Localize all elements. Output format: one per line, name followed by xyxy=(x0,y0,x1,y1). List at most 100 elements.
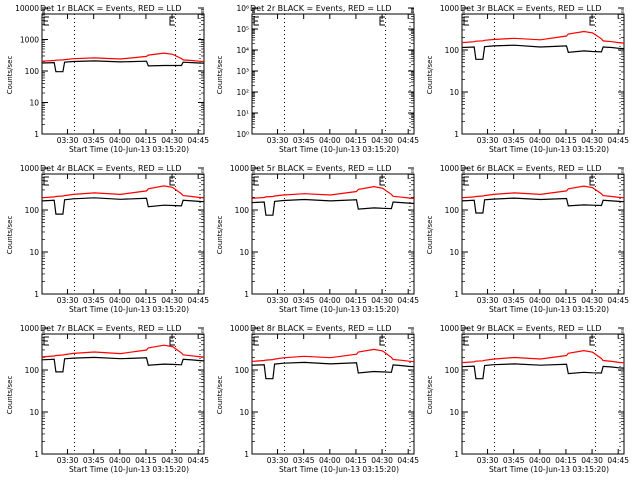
y-tick-label: 100 xyxy=(25,206,40,215)
x-tick-label: 03:30 xyxy=(267,456,289,465)
plot-frame xyxy=(251,333,415,455)
events-series-line xyxy=(461,363,625,380)
plot-frame xyxy=(41,173,205,295)
lld-series-line xyxy=(251,348,415,363)
events-series-line xyxy=(41,60,205,73)
y-tick-label: 1 xyxy=(454,290,459,299)
detector-panel: Det 8r BLACK = Events, RED = LLD 1 10 100 10… xyxy=(216,324,419,474)
lld-series-line xyxy=(461,30,625,44)
bracket-marker xyxy=(253,176,259,186)
x-tick-label: 04:30 xyxy=(161,136,183,145)
y-tick-label: 10⁰ xyxy=(236,130,249,139)
y-tick-label: 1 xyxy=(34,130,39,139)
x-axis-label: Start Time (10-Jun-13 03:15:20) xyxy=(489,465,609,474)
y-tick-label: 10000 xyxy=(15,4,39,13)
x-tick-label: 04:00 xyxy=(529,296,551,305)
bracket-marker xyxy=(169,176,175,186)
y-tick-label: 1000 xyxy=(440,164,459,173)
bracket-marker xyxy=(43,336,49,346)
x-tick-label: 04:30 xyxy=(371,456,393,465)
panel-title: Det 1r BLACK = Events, RED = LLD xyxy=(40,4,182,13)
x-tick-label: 04:15 xyxy=(135,296,157,305)
y-tick-label: 1 xyxy=(454,450,459,459)
lld-series-line xyxy=(41,52,205,63)
lld-series-line xyxy=(41,344,205,358)
x-tick-label: 03:30 xyxy=(57,296,79,305)
y-tick-label: 10³ xyxy=(236,67,249,76)
y-tick-label: 100 xyxy=(235,366,250,375)
y-tick-label: 10 xyxy=(29,99,39,108)
lld-series-line xyxy=(461,349,625,364)
x-tick-label: 03:30 xyxy=(57,456,79,465)
detector-panel: Det 1r BLACK = Events, RED = LLD 1 10 100 10… xyxy=(6,4,209,154)
x-tick-label: 04:30 xyxy=(161,296,183,305)
x-tick-label: 03:45 xyxy=(503,296,525,305)
x-tick-label: 04:00 xyxy=(529,136,551,145)
y-tick-label: 10 xyxy=(449,88,459,97)
detector-panel: Det 6r BLACK = Events, RED = LLD 1 10 100 10… xyxy=(426,164,629,314)
bracket-marker xyxy=(589,16,595,26)
bracket-marker xyxy=(379,16,385,26)
events-series-line xyxy=(461,44,625,60)
x-tick-label: 04:00 xyxy=(529,456,551,465)
y-axis-label: Counts/sec xyxy=(426,376,434,415)
x-axis-label: Start Time (10-Jun-13 03:15:20) xyxy=(279,465,399,474)
x-axis-label: Start Time (10-Jun-13 03:15:20) xyxy=(69,305,189,314)
x-tick-label: 04:00 xyxy=(319,136,341,145)
bracket-marker xyxy=(253,16,259,26)
x-tick-label: 04:45 xyxy=(187,296,209,305)
bracket-marker xyxy=(43,16,49,26)
x-tick-label: 04:45 xyxy=(607,456,629,465)
y-tick-label: 1 xyxy=(34,290,39,299)
x-tick-label: 03:30 xyxy=(267,136,289,145)
x-tick-label: 04:15 xyxy=(345,136,367,145)
panel-title: Det 2r BLACK = Events, RED = LLD xyxy=(250,4,392,13)
plot-frame xyxy=(41,333,205,455)
panel-title: Det 5r BLACK = Events, RED = LLD xyxy=(250,164,392,173)
x-tick-label: 04:30 xyxy=(581,136,603,145)
plot-frame xyxy=(461,13,625,135)
events-series-line xyxy=(251,198,415,216)
x-tick-label: 03:45 xyxy=(293,136,315,145)
panel-title: Det 8r BLACK = Events, RED = LLD xyxy=(250,324,392,333)
x-tick-label: 03:45 xyxy=(503,456,525,465)
x-tick-label: 04:00 xyxy=(109,296,131,305)
events-series-line xyxy=(251,361,415,380)
x-tick-label: 03:45 xyxy=(503,136,525,145)
y-axis-label: Counts/sec xyxy=(216,376,224,415)
y-axis-label: Counts/sec xyxy=(426,56,434,95)
x-tick-label: 04:45 xyxy=(607,296,629,305)
x-tick-label: 04:00 xyxy=(109,456,131,465)
y-tick-label: 1000 xyxy=(20,324,39,333)
x-tick-label: 04:15 xyxy=(555,456,577,465)
y-tick-label: 1 xyxy=(244,290,249,299)
y-tick-label: 10¹ xyxy=(236,109,249,118)
y-tick-label: 1 xyxy=(34,450,39,459)
y-tick-label: 1000 xyxy=(230,164,249,173)
y-tick-label: 10 xyxy=(239,248,249,257)
bracket-marker xyxy=(463,336,469,346)
x-tick-label: 04:30 xyxy=(581,456,603,465)
x-axis-label: Start Time (10-Jun-13 03:15:20) xyxy=(69,465,189,474)
y-tick-label: 10⁴ xyxy=(236,46,249,55)
bracket-marker xyxy=(43,176,49,186)
x-tick-label: 04:30 xyxy=(371,296,393,305)
detector-panel: Det 7r BLACK = Events, RED = LLD 1 10 100 10… xyxy=(6,324,209,474)
x-tick-label: 04:15 xyxy=(555,136,577,145)
y-tick-label: 1000 xyxy=(440,4,459,13)
x-tick-label: 03:30 xyxy=(57,136,79,145)
events-series-line xyxy=(461,197,625,214)
y-tick-label: 1 xyxy=(454,130,459,139)
y-tick-label: 1000 xyxy=(440,324,459,333)
y-tick-label: 1000 xyxy=(20,36,39,45)
detector-panel: Det 3r BLACK = Events, RED = LLD 1 10 100 10… xyxy=(426,4,629,154)
x-tick-label: 04:15 xyxy=(135,136,157,145)
x-tick-label: 03:45 xyxy=(83,296,105,305)
y-tick-label: 10 xyxy=(29,248,39,257)
detector-panel: Det 4r BLACK = Events, RED = LLD 1 10 100 10… xyxy=(6,164,209,314)
plot-frame xyxy=(41,13,205,135)
x-tick-label: 04:30 xyxy=(371,136,393,145)
x-tick-label: 03:45 xyxy=(293,296,315,305)
y-tick-label: 100 xyxy=(235,206,250,215)
